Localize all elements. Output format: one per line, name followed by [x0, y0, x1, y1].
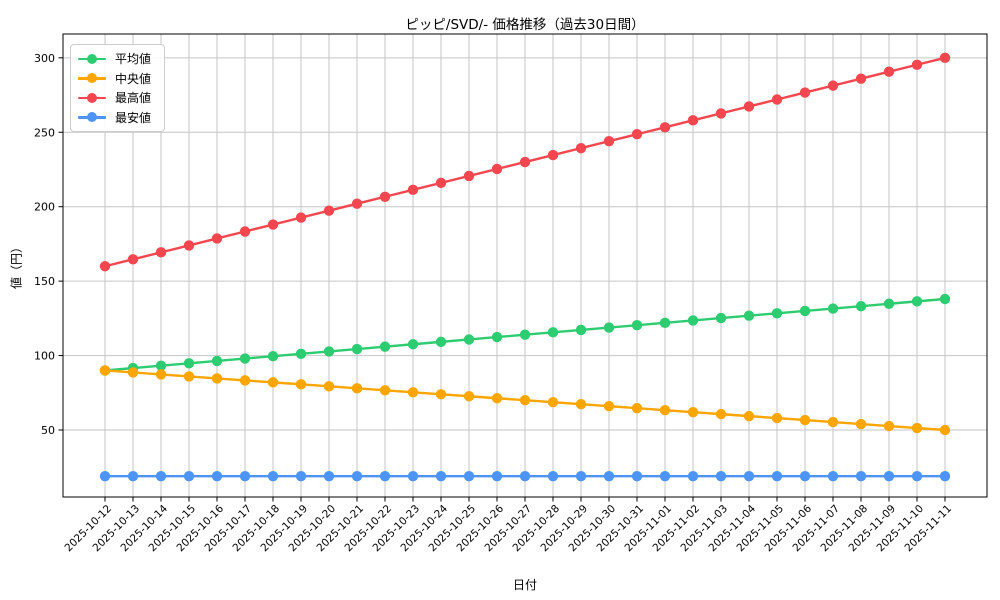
y-axis-label: 値（円）	[9, 240, 24, 290]
legend-label: 中央値	[115, 71, 152, 86]
legend-line-marker	[78, 53, 106, 64]
legend-label: 平均値	[115, 52, 152, 67]
legend-line-marker	[78, 92, 106, 103]
svg-text:200: 200	[34, 201, 55, 214]
legend-dot-marker	[87, 53, 97, 64]
chart-title: ピッピ/SVD/- 価格推移（過去30日間）	[405, 17, 645, 33]
svg-text:150: 150	[34, 275, 55, 288]
legend: 平均値 中央値 最高値 最安値	[70, 44, 166, 132]
svg-text:250: 250	[34, 126, 55, 139]
legend-label: 最安値	[115, 110, 152, 125]
legend-line-marker	[78, 112, 106, 123]
legend-dot-marker	[87, 112, 97, 123]
legend-dot-marker	[87, 73, 97, 84]
legend-item-max: 最高値	[78, 88, 151, 108]
legend-line-marker	[78, 73, 106, 84]
legend-label: 最高値	[115, 91, 152, 106]
svg-text:300: 300	[34, 52, 55, 65]
legend-item-median: 中央値	[78, 69, 151, 89]
x-axis-label: 日付	[512, 578, 538, 592]
svg-text:50: 50	[41, 424, 55, 437]
legend-item-average: 平均値	[78, 49, 151, 69]
legend-item-min: 最安値	[78, 108, 151, 128]
legend-dot-marker	[87, 92, 97, 103]
svg-text:100: 100	[34, 350, 55, 363]
